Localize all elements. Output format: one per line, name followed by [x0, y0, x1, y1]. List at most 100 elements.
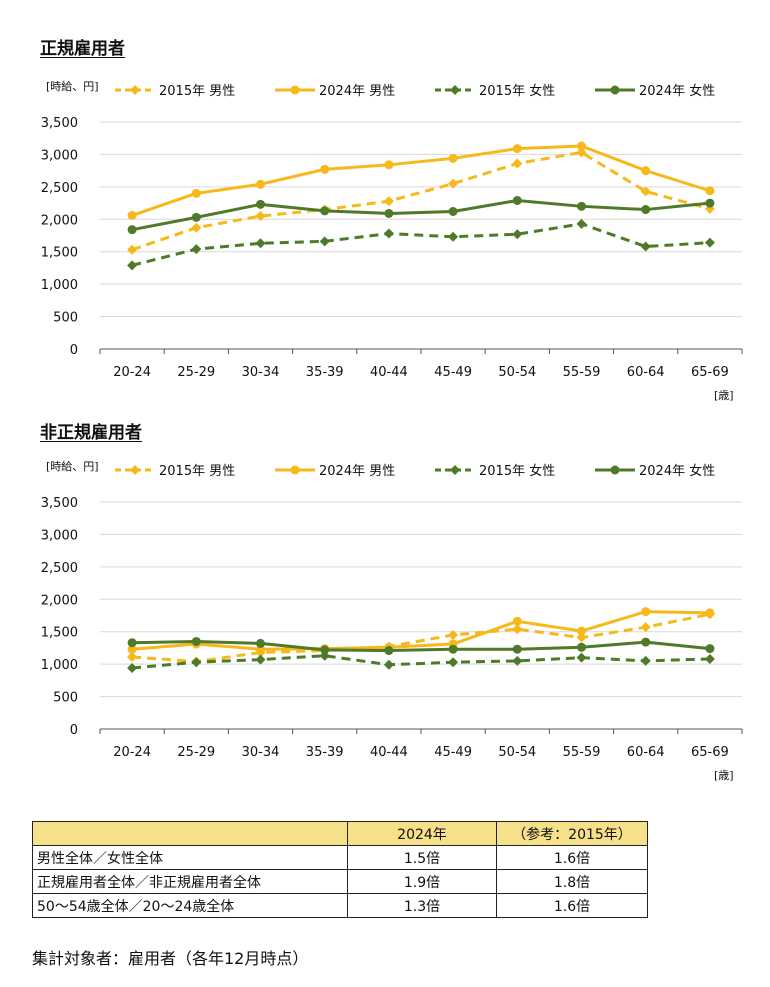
data-point — [256, 179, 265, 189]
x-tick-label: 45-49 — [434, 745, 472, 760]
series-2024年-男性 — [127, 607, 715, 654]
table-cell: 1.9倍 — [347, 869, 497, 894]
legend-label: 2015年 男性 — [159, 464, 235, 479]
data-point — [641, 637, 651, 647]
table-header-cell — [32, 821, 348, 846]
legend-swatch-marker — [130, 85, 140, 95]
data-point — [448, 207, 458, 217]
data-point — [191, 657, 202, 668]
data-point — [256, 199, 265, 209]
data-point — [191, 222, 202, 233]
series-line — [131, 654, 710, 670]
x-tick-label: 30-34 — [242, 365, 280, 380]
y-tick-label: 0 — [70, 723, 78, 738]
y-tick-label: 3,000 — [41, 148, 78, 163]
data-point — [576, 147, 587, 158]
chart-title-nonregular: 非正規雇用者 — [40, 423, 142, 443]
legend-label: 2024年 女性 — [639, 83, 715, 99]
data-point — [191, 636, 201, 646]
legend-label: 2024年 男性 — [319, 84, 395, 99]
x-tick-label: 55-59 — [563, 745, 601, 760]
y-tick-label: 500 — [53, 311, 78, 326]
x-tick-label: 50-54 — [498, 745, 536, 760]
table-row-label: 正規雇用者全体／非正規雇用者全体 — [32, 869, 348, 894]
table-header-cell: （参考：2015年） — [496, 821, 648, 846]
data-point — [641, 166, 651, 176]
data-point — [448, 629, 459, 640]
legend-label: 2015年 女性 — [479, 83, 555, 99]
table-row: 50～54歳全体／20～24歳全体 1.3倍 1.6倍 — [32, 893, 648, 918]
regular-employee-wage-chart: [時給、円] 2015年 男性 2024年 男性 2015年 女性 2024年 女性 0 5… — [41, 79, 743, 402]
y-tick-label: 3,500 — [41, 496, 78, 511]
series-line — [132, 639, 711, 653]
x-tick-label: 40-44 — [370, 365, 408, 380]
data-point — [255, 654, 266, 665]
series-2024年-女性 — [127, 195, 715, 235]
wage-ratio-table: 2024年 （参考：2015年） 男性全体／女性全体 1.5倍 1.6倍 正規雇… — [32, 821, 648, 918]
data-point — [319, 236, 330, 247]
table-row-label: 50～54歳全体／20～24歳全体 — [32, 893, 348, 918]
series-line — [131, 610, 710, 651]
data-point — [448, 153, 458, 163]
y-tick-label: 500 — [53, 691, 78, 706]
data-point — [705, 644, 715, 654]
x-tick-label: 55-59 — [563, 365, 601, 380]
chart-title-regular: 正規雇用者 — [40, 39, 125, 59]
data-point — [705, 198, 715, 208]
legend-swatch-marker — [290, 85, 300, 95]
data-point — [576, 218, 587, 229]
legend-label: 2024年 男性 — [319, 464, 395, 479]
table-cell: 1.6倍 — [496, 845, 648, 870]
data-point — [512, 158, 523, 169]
series-2015年-女性 — [127, 218, 715, 271]
data-point — [320, 645, 330, 655]
series-line — [131, 144, 711, 217]
table-row-label: 男性全体／女性全体 — [32, 845, 348, 870]
data-point — [320, 206, 330, 216]
data-point — [255, 211, 266, 222]
series-2024年-男性 — [127, 141, 715, 220]
data-point — [512, 195, 522, 205]
x-tick-label: 60-64 — [627, 745, 665, 760]
x-tick-label: 35-39 — [306, 745, 344, 760]
data-point — [448, 231, 459, 242]
y-tick-label: 3,500 — [41, 116, 78, 131]
series-2015年-女性 — [127, 650, 715, 674]
data-point — [705, 608, 715, 618]
data-point — [577, 141, 586, 151]
data-point — [576, 652, 587, 663]
x-tick-label: 45-49 — [434, 365, 472, 380]
legend-swatch-marker — [610, 85, 620, 95]
data-point — [704, 653, 715, 664]
legend-label: 2015年 女性 — [479, 463, 555, 479]
data-point — [384, 160, 394, 170]
data-point — [127, 244, 138, 255]
data-point — [255, 238, 266, 249]
data-point — [576, 632, 587, 643]
data-point — [127, 663, 138, 674]
data-point — [512, 644, 522, 654]
x-axis-unit-label: [歳] — [714, 389, 734, 402]
data-point — [448, 644, 458, 654]
data-point — [256, 638, 265, 648]
data-point — [448, 657, 459, 668]
table-row: 正規雇用者全体／非正規雇用者全体 1.9倍 1.8倍 — [32, 869, 648, 894]
y-tick-label: 1,000 — [41, 278, 78, 293]
data-point — [127, 225, 137, 235]
data-point — [512, 655, 523, 666]
data-point — [512, 229, 523, 240]
series-line — [131, 150, 711, 252]
legend-label: 2015年 男性 — [159, 84, 235, 99]
y-tick-label: 2,000 — [41, 593, 78, 608]
data-point — [704, 237, 715, 248]
series-line — [131, 222, 710, 267]
y-tick-label: 2,500 — [41, 561, 78, 576]
data-point — [383, 196, 394, 207]
data-point — [640, 241, 651, 252]
data-point — [512, 624, 523, 635]
y-tick-label: 0 — [70, 343, 78, 358]
data-point — [127, 260, 138, 271]
legend-swatch-marker — [450, 465, 460, 475]
data-point — [640, 186, 651, 197]
legend-label: 2024年 女性 — [639, 463, 715, 479]
